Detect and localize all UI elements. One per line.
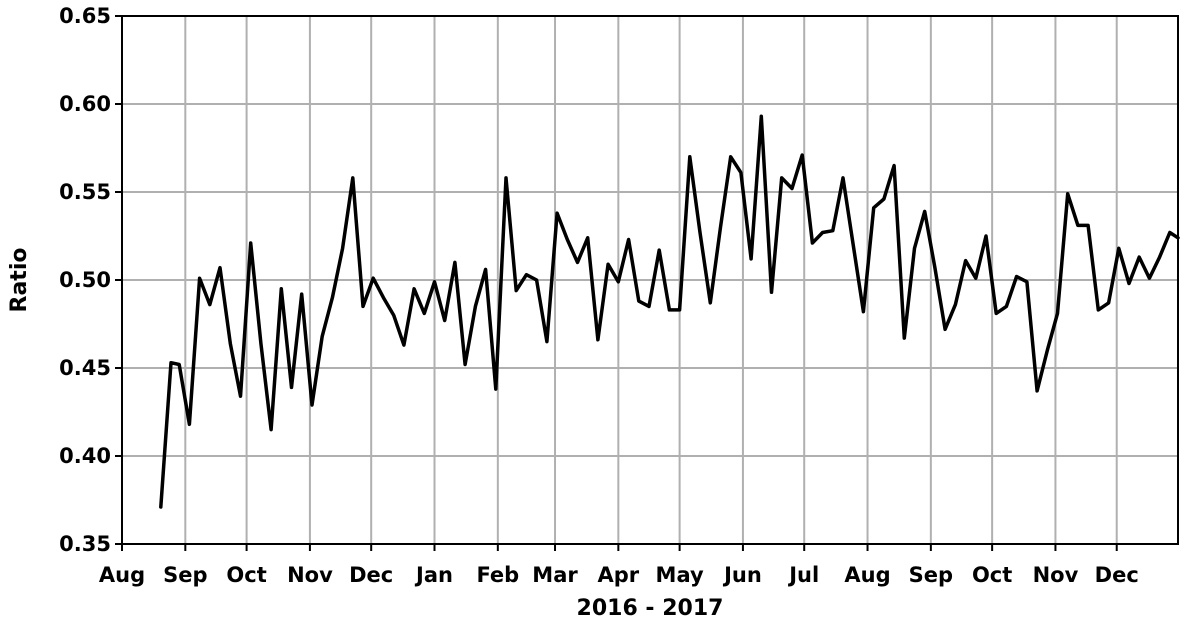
x-axis: Aug Sep Oct Nov Dec Jan Feb Mar Apr May Jun Jul Aug S… — [99, 544, 1139, 587]
x-tick-label: Dec — [1095, 563, 1139, 587]
x-tick-label: May — [656, 563, 704, 587]
x-tick-label: Oct — [972, 563, 1012, 587]
x-tick-label: Feb — [476, 563, 519, 587]
x-tick-label: Aug — [844, 563, 890, 587]
x-tick-label: Oct — [226, 563, 266, 587]
series-line — [159, 114, 1180, 509]
y-tick-label: 0.55 — [59, 180, 111, 204]
x-tick-label: Jul — [787, 563, 819, 587]
y-tick-label: 0.50 — [59, 268, 111, 292]
x-axis-title: 2016 - 2017 — [577, 596, 724, 621]
y-tick-label: 0.65 — [59, 4, 111, 28]
y-tick-label: 0.45 — [59, 356, 111, 380]
x-tick-label: Apr — [598, 563, 640, 587]
y-axis: 0.35 0.40 0.45 0.50 0.55 0.60 0.65 — [59, 4, 122, 556]
x-tick-label: Jan — [414, 563, 453, 587]
x-tick-label: Nov — [1033, 563, 1079, 587]
y-tick-label: 0.40 — [59, 444, 111, 468]
x-tick-label: Aug — [99, 563, 145, 587]
x-tick-label: Sep — [163, 563, 207, 587]
x-tick-label: Sep — [909, 563, 953, 587]
x-tick-label: Jun — [722, 563, 762, 587]
y-tick-label: 0.35 — [59, 532, 111, 556]
grid — [121, 15, 1178, 545]
x-tick-label: Dec — [349, 563, 393, 587]
x-tick-label: Nov — [287, 563, 333, 587]
y-axis-title: Ratio — [7, 248, 32, 313]
series-layer — [159, 114, 1180, 509]
y-tick-label: 0.60 — [59, 92, 111, 116]
x-tick-label: Mar — [532, 563, 578, 587]
